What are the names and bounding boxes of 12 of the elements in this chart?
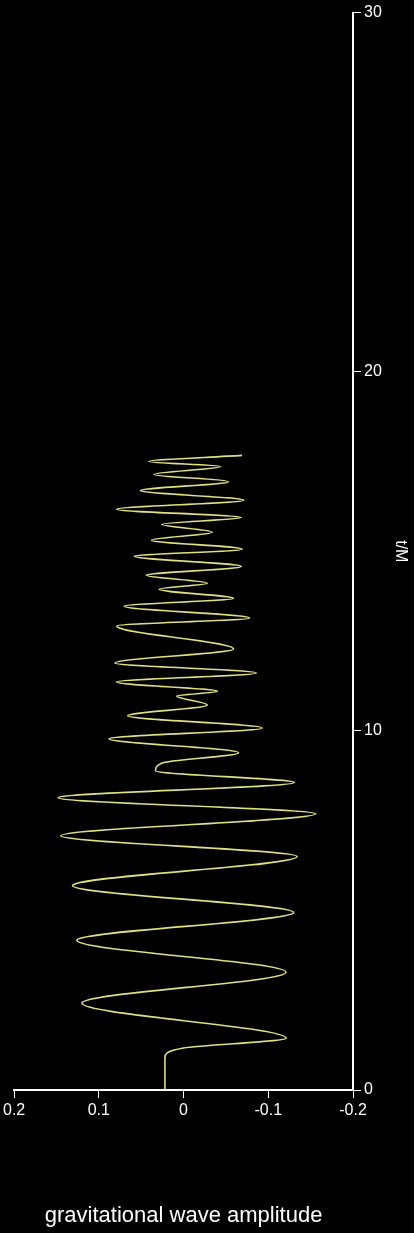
x-tick-label: 0 (179, 1101, 189, 1119)
y-tick-label: 20 (364, 362, 382, 380)
x-tick-label: -0.2 (339, 1101, 367, 1119)
y-tick-label: 0 (364, 1080, 373, 1098)
x-tick-label: -0.1 (254, 1101, 283, 1119)
y-tick-label: 30 (364, 3, 382, 21)
x-tick-label: 0.2 (3, 1101, 26, 1119)
line-series (57, 454, 317, 1090)
y-axis-title: t/M (392, 540, 410, 563)
x-tick-label: 0.1 (87, 1101, 111, 1119)
y-tick-label: 10 (364, 721, 382, 739)
x-axis-title: gravitational wave amplitude (44, 1201, 323, 1227)
